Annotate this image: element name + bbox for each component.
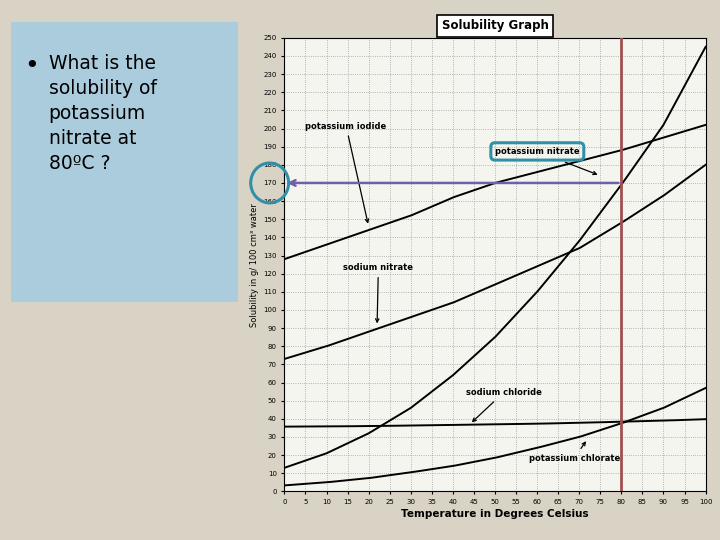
FancyBboxPatch shape	[11, 22, 238, 302]
Text: potassium nitrate: potassium nitrate	[495, 147, 596, 174]
Text: potassium iodide: potassium iodide	[305, 122, 387, 222]
Y-axis label: Solubility in g/ 100 cm³ water: Solubility in g/ 100 cm³ water	[250, 202, 259, 327]
Text: sodium nitrate: sodium nitrate	[343, 263, 413, 322]
Text: •: •	[24, 54, 39, 78]
Title: Solubility Graph: Solubility Graph	[441, 19, 549, 32]
X-axis label: Temperature in Degrees Celsius: Temperature in Degrees Celsius	[401, 509, 589, 519]
Text: sodium chloride: sodium chloride	[466, 388, 541, 421]
Text: What is the
solubility of
potassium
nitrate at
80ºC ?: What is the solubility of potassium nitr…	[49, 54, 156, 173]
Text: potassium chlorate: potassium chlorate	[528, 442, 620, 463]
